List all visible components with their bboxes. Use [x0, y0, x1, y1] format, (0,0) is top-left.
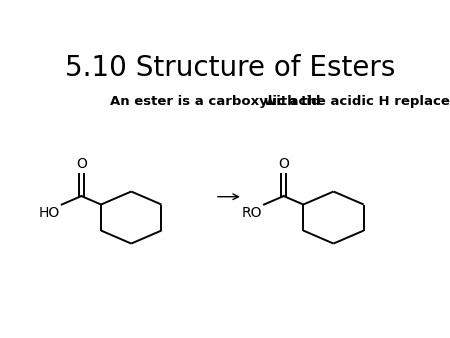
Text: with the acidic H replaced with an R group: with the acidic H replaced with an R gro…	[264, 95, 450, 108]
Text: O: O	[278, 157, 289, 171]
Text: An ester is a carboxylic acid: An ester is a carboxylic acid	[110, 95, 321, 108]
Text: 5.10 Structure of Esters: 5.10 Structure of Esters	[65, 54, 396, 81]
Text: HO: HO	[39, 206, 60, 220]
Text: O: O	[76, 157, 87, 171]
Text: RO: RO	[242, 206, 262, 220]
